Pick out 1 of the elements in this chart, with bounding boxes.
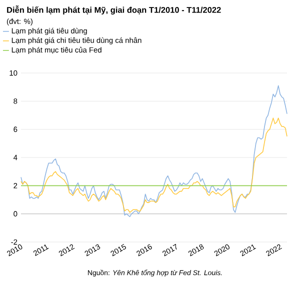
chart-title: Diễn biến lạm phát tại Mỹ, giai đoạn T1/2010 - T11/2022 (7, 5, 221, 15)
